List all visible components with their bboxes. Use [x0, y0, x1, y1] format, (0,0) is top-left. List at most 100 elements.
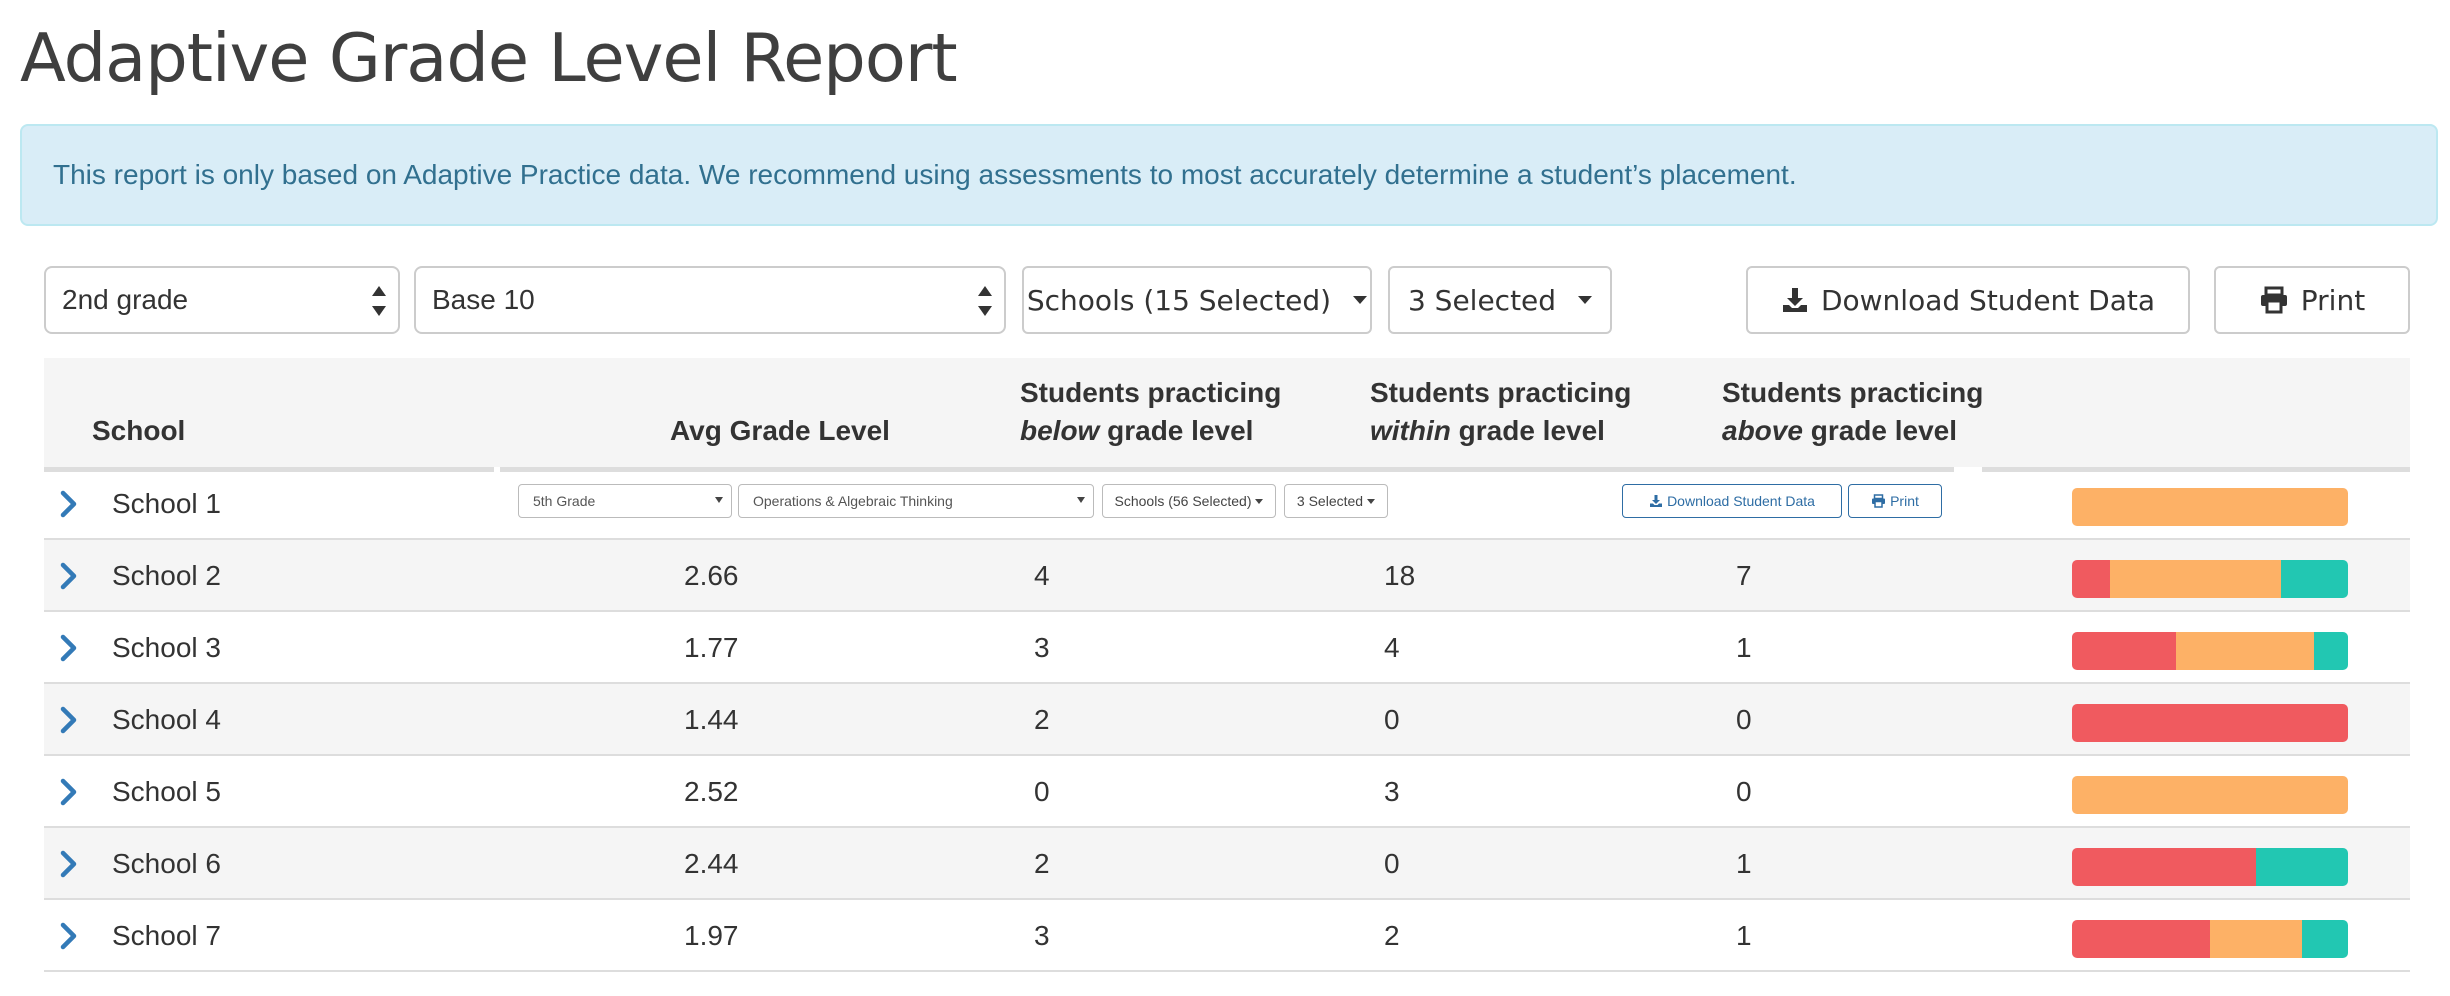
within-segment	[2072, 776, 2348, 814]
header-above-line2: above grade level	[1722, 412, 1983, 450]
below-segment	[2072, 704, 2348, 742]
avg-grade-level: 2.66	[684, 560, 739, 591]
school-name: School 1	[112, 488, 221, 519]
header-below-suffix: grade level	[1107, 415, 1254, 446]
table-row: School 5 2.52 0 3 0	[44, 756, 2410, 828]
domain-select-value: Base 10	[432, 284, 535, 315]
within-count: 2	[1384, 920, 1400, 951]
caret-down-icon	[1353, 296, 1368, 304]
school-name: School 2	[112, 560, 221, 591]
grade-select[interactable]: 2nd grade	[44, 266, 400, 334]
chevron-right-icon[interactable]	[58, 490, 80, 518]
table-header: School Avg Grade Level Students practici…	[44, 358, 2410, 472]
distribution-bar	[2072, 704, 2348, 742]
chevron-right-icon[interactable]	[58, 778, 80, 806]
avg-grade-level: 2.52	[684, 776, 739, 807]
chevron-right-icon[interactable]	[58, 562, 80, 590]
header-divider	[44, 467, 2410, 472]
school-name: School 7	[112, 920, 221, 951]
header-below-line1: Students practicing	[1020, 377, 1282, 408]
table-row: School 1 5th Grade Operations & Algebrai…	[44, 468, 2410, 540]
above-segment	[2313, 632, 2348, 670]
below-count: 3	[1034, 632, 1050, 663]
header-within-line2: within grade level	[1370, 412, 1631, 450]
row-print-label: Print	[1890, 493, 1919, 509]
above-count: 0	[1736, 776, 1752, 807]
above-count: 1	[1736, 632, 1752, 663]
caret-down-icon	[1367, 498, 1376, 504]
school-name: School 4	[112, 704, 221, 735]
selected-dropdown-label: 3 Selected	[1407, 283, 1557, 317]
row-selected-dropdown[interactable]: 3 Selected	[1284, 484, 1388, 518]
row-schools-dropdown[interactable]: Schools (56 Selected)	[1102, 484, 1276, 518]
header-within: Students practicing within grade level	[1370, 374, 1631, 450]
distribution-bar	[2072, 776, 2348, 814]
table-row: School 3 1.77 3 4 1	[44, 612, 2410, 684]
above-count: 0	[1736, 704, 1752, 735]
header-below: Students practicing below grade level	[1020, 374, 1281, 450]
table-body: School 1 5th Grade Operations & Algebrai…	[44, 468, 2410, 972]
chevron-right-icon[interactable]	[58, 922, 80, 950]
header-above: Students practicing above grade level	[1722, 374, 1983, 450]
domain-select[interactable]: Base 10	[414, 266, 1006, 334]
download-student-data-button[interactable]: Download Student Data	[1746, 266, 2190, 334]
header-divider-gap	[1954, 467, 1982, 472]
distribution-bar	[2072, 488, 2348, 526]
header-below-emphasis: below	[1020, 415, 1100, 446]
header-above-emphasis: above	[1722, 415, 1803, 446]
row-selected-dropdown-label: 3 Selected	[1296, 493, 1364, 509]
row-grade-select-value: 5th Grade	[533, 493, 596, 509]
row-grade-select[interactable]: 5th Grade	[518, 484, 732, 518]
above-segment	[2256, 848, 2348, 886]
header-within-line1: Students practicing	[1370, 377, 1632, 408]
download-icon	[1650, 495, 1663, 507]
caret-down-icon	[1255, 498, 1264, 504]
selected-dropdown[interactable]: 3 Selected	[1388, 266, 1612, 334]
below-count: 2	[1034, 848, 1050, 879]
printer-icon	[2259, 286, 2289, 314]
row-download-student-data-button[interactable]: Download Student Data	[1622, 484, 1842, 518]
within-count: 4	[1384, 632, 1400, 663]
row-download-label: Download Student Data	[1667, 493, 1815, 509]
within-segment	[2210, 920, 2302, 958]
within-count: 0	[1384, 704, 1400, 735]
row-domain-select[interactable]: Operations & Algebraic Thinking	[738, 484, 1094, 518]
avg-grade-level: 1.44	[684, 704, 739, 735]
below-segment	[2072, 632, 2176, 670]
chevron-right-icon[interactable]	[58, 706, 80, 734]
schools-dropdown[interactable]: Schools (15 Selected)	[1022, 266, 1372, 334]
info-alert-text: This report is only based on Adaptive Pr…	[53, 159, 1797, 190]
caret-down-icon	[1077, 497, 1085, 503]
updown-arrows-icon	[372, 286, 386, 316]
download-student-data-label: Download Student Data	[1820, 283, 2156, 317]
within-segment	[2110, 560, 2282, 598]
row-print-button[interactable]: Print	[1848, 484, 1942, 518]
table-row: School 4 1.44 2 0 0	[44, 684, 2410, 756]
info-alert: This report is only based on Adaptive Pr…	[20, 124, 2438, 226]
school-name: School 6	[112, 848, 221, 879]
within-segment	[2072, 488, 2348, 526]
below-count: 3	[1034, 920, 1050, 951]
chevron-right-icon[interactable]	[58, 634, 80, 662]
row-schools-dropdown-label: Schools (56 Selected)	[1114, 493, 1252, 509]
print-button[interactable]: Print	[2214, 266, 2410, 334]
below-count: 0	[1034, 776, 1050, 807]
header-school: School	[92, 415, 186, 446]
school-name: School 3	[112, 632, 221, 663]
printer-icon	[1872, 494, 1886, 508]
chevron-right-icon[interactable]	[58, 850, 80, 878]
row-domain-select-value: Operations & Algebraic Thinking	[753, 493, 953, 509]
grade-select-value: 2nd grade	[62, 284, 189, 315]
within-count: 18	[1384, 560, 1416, 591]
caret-down-icon	[1578, 296, 1593, 304]
avg-grade-level: 1.97	[684, 920, 739, 951]
above-segment	[2302, 920, 2348, 958]
page-title: Adaptive Grade Level Report	[20, 19, 958, 97]
schools-dropdown-label: Schools (15 Selected)	[1026, 283, 1332, 317]
header-within-emphasis: within	[1370, 415, 1451, 446]
distribution-bar	[2072, 920, 2348, 958]
caret-down-icon	[715, 497, 723, 503]
above-count: 1	[1736, 848, 1752, 879]
distribution-bar	[2072, 632, 2348, 670]
school-name: School 5	[112, 776, 221, 807]
